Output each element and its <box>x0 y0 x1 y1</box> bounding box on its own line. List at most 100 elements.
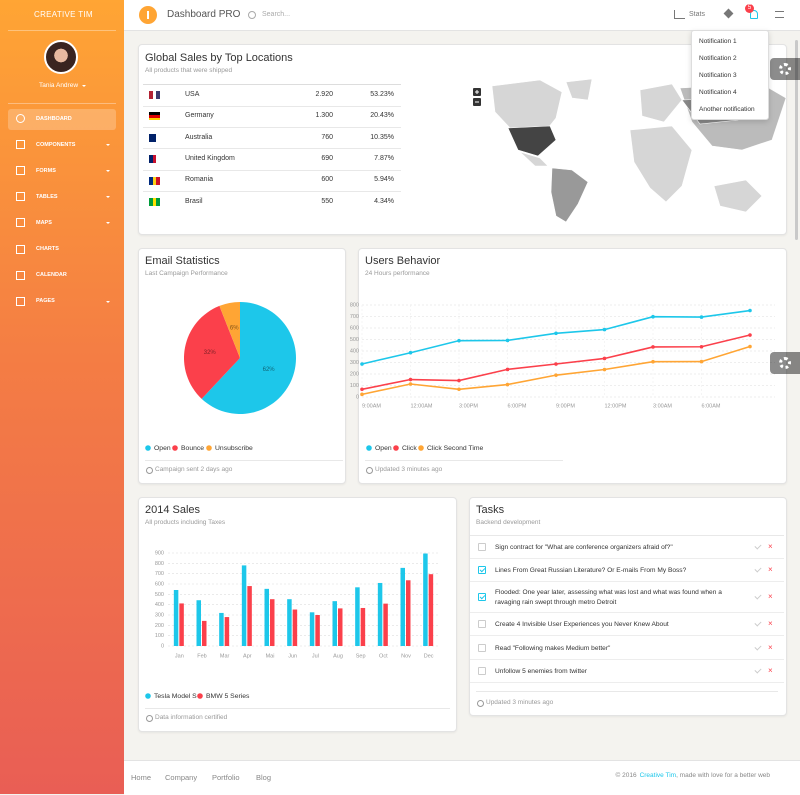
copyright-tagline: , made with love for a better web <box>676 772 770 779</box>
menu-item[interactable]: DASHBOARD <box>36 115 72 122</box>
task-checkbox[interactable] <box>478 620 486 628</box>
flag-stripe <box>149 117 160 121</box>
table-line <box>143 126 401 128</box>
flag-stripe <box>156 155 160 164</box>
task-checkbox[interactable] <box>478 667 486 675</box>
notification-item[interactable]: Notification 1 <box>699 38 737 45</box>
navbar-title[interactable]: Dashboard PRO <box>167 9 241 20</box>
menu-caret <box>106 144 110 147</box>
menu-icon <box>16 140 25 150</box>
flag <box>149 133 160 142</box>
flag-stripe <box>152 198 157 206</box>
menu-item[interactable]: CHARTS <box>36 246 59 253</box>
task-text: Flooded: One year later, assessing what … <box>495 589 722 606</box>
bell-icon[interactable] <box>750 10 758 19</box>
notification-item[interactable]: Notification 4 <box>699 89 737 96</box>
task-line <box>470 558 784 559</box>
menu-item[interactable]: MAPS <box>36 220 52 227</box>
copyright-brand[interactable]: Creative Tim <box>639 772 677 779</box>
navbar <box>124 0 800 31</box>
flag-stripe <box>149 91 153 99</box>
remove-icon[interactable]: × <box>768 592 773 601</box>
menu-item[interactable]: TABLES <box>36 194 58 200</box>
footer-link[interactable]: Portfolio <box>212 772 240 782</box>
remove-icon[interactable]: × <box>768 666 773 675</box>
footer-link[interactable]: Company <box>165 772 198 782</box>
stats-link[interactable]: Stats <box>689 10 705 18</box>
card-subtitle: All products including Taxes <box>145 519 226 527</box>
footnote-icon <box>366 467 373 474</box>
flag-stripe <box>149 155 153 164</box>
flag-stripe <box>152 133 157 142</box>
card-subtitle: Backend development <box>476 519 541 527</box>
sales-percent: 7.87% <box>374 155 394 162</box>
footer-link[interactable]: Home <box>131 772 152 782</box>
settings-button[interactable] <box>770 352 800 374</box>
menu-caret <box>106 300 110 303</box>
menu-icon <box>16 296 25 306</box>
menu-caret <box>106 170 110 173</box>
task-text: Lines From Great Russian Literature? Or … <box>495 567 687 574</box>
card-footnote: Updated 3 minutes ago <box>375 466 443 474</box>
footnote-icon <box>146 467 153 474</box>
user-name[interactable]: Tania Andrew <box>39 82 79 90</box>
task-line <box>470 581 784 582</box>
menu-item[interactable]: PAGES <box>36 298 55 305</box>
card-subtitle: All products that were shipped <box>145 67 233 75</box>
task-line <box>470 612 784 613</box>
sales-percent: 20.43% <box>370 112 394 120</box>
remove-icon[interactable]: × <box>768 542 773 551</box>
menu-caret <box>106 196 110 199</box>
sales-value: 690 <box>321 155 333 162</box>
notification-item[interactable]: Another notification <box>699 106 755 113</box>
flag-stripe <box>156 198 160 206</box>
flag-stripe <box>152 155 157 164</box>
task-checkbox[interactable] <box>478 543 486 551</box>
card-divider <box>476 691 778 692</box>
stats-icon <box>674 10 685 19</box>
sales-value: 600 <box>321 176 333 184</box>
active-menu-bg[interactable] <box>8 109 116 130</box>
behavior-card <box>358 248 787 484</box>
sales-value: 2.920 <box>315 90 333 98</box>
task-text: Unfollow 5 enemies from twitter <box>495 668 587 675</box>
footnote-icon <box>146 715 153 722</box>
task-text: Sign contract for "What are conference o… <box>495 544 673 551</box>
flag-stripe <box>156 133 160 142</box>
menu-item[interactable]: CALENDAR <box>36 272 67 279</box>
notification-item[interactable]: Notification 2 <box>699 55 737 62</box>
list-icon[interactable] <box>775 11 784 18</box>
task-line <box>470 635 784 636</box>
menu-item[interactable]: COMPONENTS <box>36 141 76 148</box>
gear-icon <box>779 357 791 369</box>
menu-icon <box>16 270 25 280</box>
settings-button[interactable] <box>770 58 800 80</box>
sales-value: 550 <box>321 197 333 205</box>
footer-link[interactable]: Blog <box>256 772 272 782</box>
country: Germany <box>185 112 214 120</box>
sidebar-divider <box>8 103 116 104</box>
menu-icon <box>16 192 25 202</box>
remove-icon[interactable]: × <box>768 565 773 574</box>
notification-item[interactable]: Notification 3 <box>699 72 737 79</box>
table-line <box>143 105 401 107</box>
flag-stripe <box>149 133 153 142</box>
menu-icon <box>16 166 25 176</box>
country: Brasil <box>185 197 203 205</box>
task-text: Create 4 Invisible User Experiences you … <box>495 621 669 628</box>
task-checkbox[interactable] <box>478 566 486 574</box>
flag <box>149 112 160 121</box>
remove-icon[interactable]: × <box>768 619 773 628</box>
search-input[interactable]: Search... <box>262 10 291 18</box>
task-checkbox[interactable] <box>478 593 486 601</box>
task-checkbox[interactable] <box>478 644 486 652</box>
flag-stripe <box>152 91 157 99</box>
sales-percent: 53.23% <box>370 90 394 98</box>
country: USA <box>185 90 200 98</box>
email-card <box>138 248 346 484</box>
menu-toggle-dot <box>147 11 149 19</box>
brand[interactable]: CREATIVE TIM <box>34 10 93 20</box>
menu-item[interactable]: FORMS <box>36 167 56 174</box>
remove-icon[interactable]: × <box>768 643 773 652</box>
